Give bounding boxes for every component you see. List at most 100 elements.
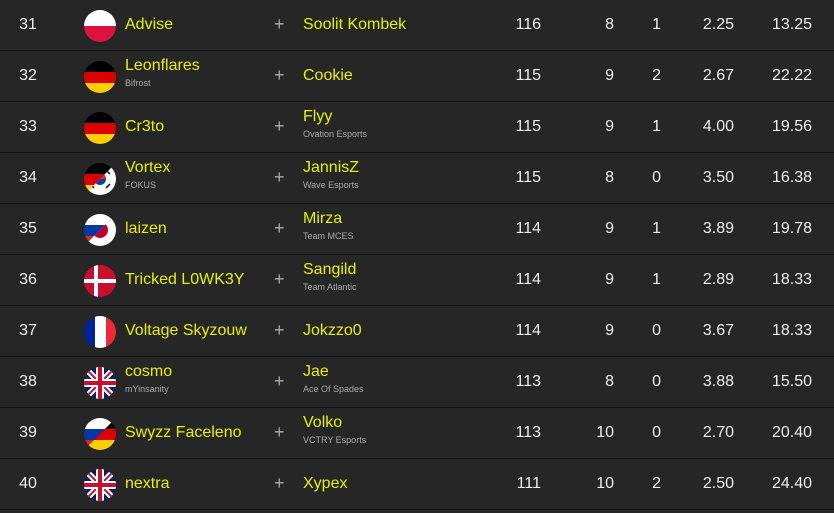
flag-icon xyxy=(84,418,116,450)
rank: 36 xyxy=(19,271,37,288)
player-2[interactable]: Cookie xyxy=(303,67,353,85)
plus-icon: + xyxy=(274,14,285,34)
games: 10 xyxy=(596,424,614,441)
team-name: Ace Of Spades xyxy=(303,384,364,394)
player-1[interactable]: Voltage Skyzouw xyxy=(125,322,247,340)
plus-icon: + xyxy=(274,167,285,187)
player-name[interactable]: Swyzz Faceleno xyxy=(125,424,242,441)
average: 3.50 xyxy=(702,169,734,186)
points: 115 xyxy=(515,67,541,84)
rank: 34 xyxy=(19,169,37,186)
kpr: 15.50 xyxy=(771,373,812,390)
games: 8 xyxy=(605,16,614,33)
games: 9 xyxy=(605,322,614,339)
player-name[interactable]: Volko xyxy=(303,414,343,431)
player-name[interactable]: Cookie xyxy=(303,67,353,84)
average: 2.70 xyxy=(702,424,734,441)
player-name[interactable]: Flyy xyxy=(303,108,333,125)
player-1[interactable]: Cr3to xyxy=(125,118,164,136)
rank: 31 xyxy=(19,16,37,33)
wins: 0 xyxy=(652,424,661,441)
games: 9 xyxy=(605,271,614,288)
team-name: Team MCES xyxy=(303,231,354,241)
player-name[interactable]: nextra xyxy=(125,475,170,492)
player-name[interactable]: Jae xyxy=(303,363,329,380)
player-1[interactable]: Swyzz Faceleno xyxy=(125,424,242,442)
points: 113 xyxy=(515,373,541,390)
average: 3.88 xyxy=(702,373,734,390)
table-row: 35 laizen + Mirza Team MCES 114 9 1 3.89 … xyxy=(0,204,834,255)
player-name[interactable]: Mirza xyxy=(303,210,343,227)
table-row: 37 Voltage Skyzouw + Jokzzo0 114 9 0 3.6… xyxy=(0,306,834,357)
player-2[interactable]: Jokzzo0 xyxy=(303,322,362,340)
player-1[interactable]: Leonflares Bifrost xyxy=(125,57,200,88)
kpr: 16.38 xyxy=(771,169,812,186)
average: 2.89 xyxy=(702,271,734,288)
points: 114 xyxy=(515,322,541,339)
player-2[interactable]: JannisZ Wave Esports xyxy=(303,159,359,190)
player-2[interactable]: Flyy Ovation Esports xyxy=(303,108,367,139)
plus-icon: + xyxy=(274,269,285,289)
rank: 32 xyxy=(19,67,37,84)
wins: 1 xyxy=(652,118,661,135)
player-name[interactable]: Sangild xyxy=(303,261,357,278)
table-row: 36 Tricked L0WK3Y + Sangild Team Atlantic… xyxy=(0,255,834,306)
player-1[interactable]: Vortex FOKUS xyxy=(125,159,170,190)
player-name[interactable]: Xypex xyxy=(303,475,348,492)
points: 115 xyxy=(515,118,541,135)
player-name[interactable]: laizen xyxy=(125,220,167,237)
kpr: 20.40 xyxy=(771,424,812,441)
player-name[interactable]: Tricked L0WK3Y xyxy=(125,271,245,288)
games: 9 xyxy=(605,118,614,135)
average: 3.89 xyxy=(702,220,734,237)
rank: 35 xyxy=(19,220,37,237)
plus-icon: + xyxy=(274,116,285,136)
player-name[interactable]: Soolit Kombek xyxy=(303,16,407,33)
flag-icon xyxy=(84,214,116,246)
rank: 37 xyxy=(19,322,37,339)
player-1[interactable]: nextra xyxy=(125,475,169,493)
rank: 39 xyxy=(19,424,37,441)
games: 9 xyxy=(605,220,614,237)
wins: 2 xyxy=(652,67,661,84)
player-1[interactable]: cosmo mYinsanity xyxy=(125,363,172,394)
flag-icon xyxy=(84,10,116,42)
player-1[interactable]: Advise xyxy=(125,16,173,34)
table-row: 33 Cr3to + Flyy Ovation Esports 115 9 1 4… xyxy=(0,102,834,153)
wins: 2 xyxy=(652,475,661,492)
kpr: 19.78 xyxy=(771,220,812,237)
flag-icon xyxy=(84,469,116,501)
average: 4.00 xyxy=(702,118,734,135)
player-2[interactable]: Jae Ace Of Spades xyxy=(303,363,364,394)
player-2[interactable]: Xypex xyxy=(303,475,347,493)
player-name[interactable]: JannisZ xyxy=(303,159,360,176)
player-2[interactable]: Mirza Team MCES xyxy=(303,210,354,241)
table-row: 38 cosmo mYinsanity + Jae Ace Of Spades 11… xyxy=(0,357,834,408)
team-name: Team Atlantic xyxy=(303,282,357,292)
player-1[interactable]: laizen xyxy=(125,220,167,238)
player-name[interactable]: Vortex xyxy=(125,159,171,176)
rank: 38 xyxy=(19,373,37,390)
games: 8 xyxy=(605,373,614,390)
player-name[interactable]: Leonflares xyxy=(125,57,200,74)
player-2[interactable]: Sangild Team Atlantic xyxy=(303,261,357,292)
wins: 1 xyxy=(652,271,661,288)
flag-icon xyxy=(84,112,116,144)
wins: 0 xyxy=(652,322,661,339)
player-name[interactable]: Advise xyxy=(125,16,174,33)
flag-icon xyxy=(84,61,116,93)
player-name[interactable]: Cr3to xyxy=(125,118,165,135)
team-name: VCTRY Esports xyxy=(303,435,367,445)
player-2[interactable]: Volko VCTRY Esports xyxy=(303,414,366,445)
plus-icon: + xyxy=(274,320,285,340)
rank: 33 xyxy=(19,118,37,135)
player-name[interactable]: Jokzzo0 xyxy=(303,322,362,339)
player-name[interactable]: cosmo xyxy=(125,363,173,380)
table-row: 39 Swyzz Faceleno + Volko VCTRY Esports 1… xyxy=(0,408,834,459)
flag-icon xyxy=(84,265,116,297)
player-1[interactable]: Tricked L0WK3Y xyxy=(125,271,244,289)
plus-icon: + xyxy=(274,65,285,85)
player-name[interactable]: Voltage Skyzouw xyxy=(125,322,247,339)
points: 114 xyxy=(515,220,541,237)
player-2[interactable]: Soolit Kombek xyxy=(303,16,406,34)
